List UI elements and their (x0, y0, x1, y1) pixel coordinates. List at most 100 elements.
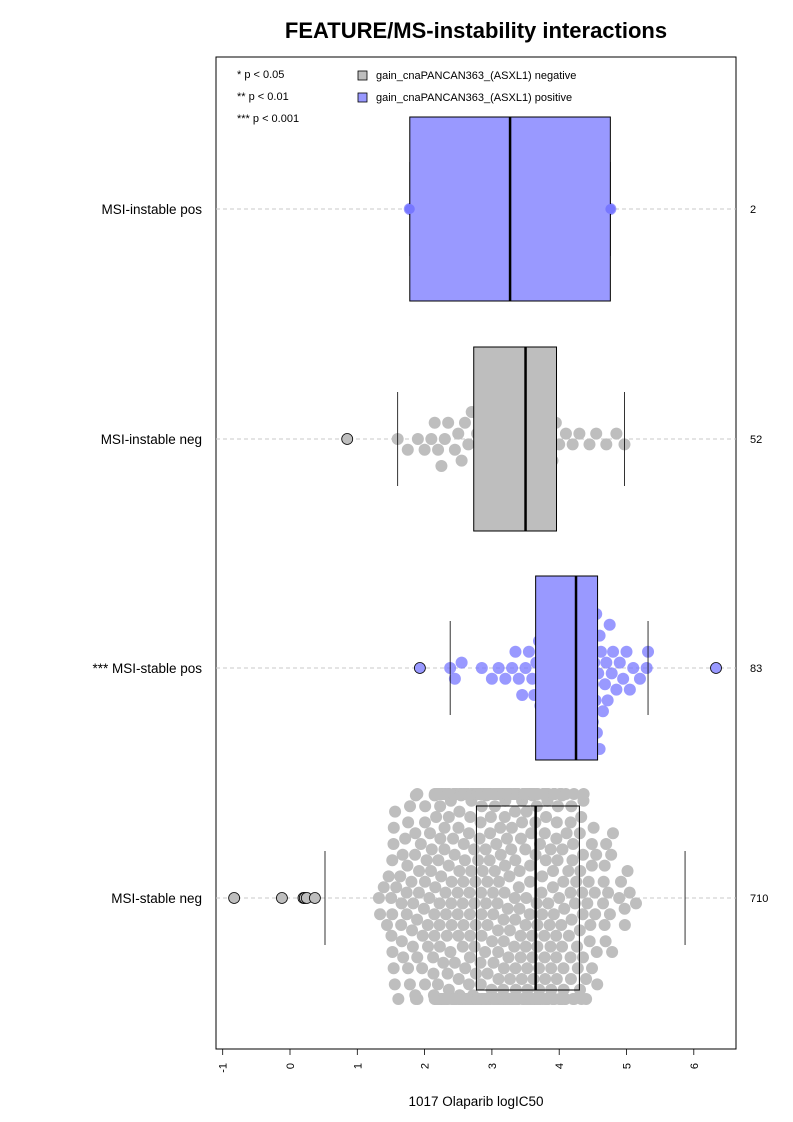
data-point-3-60 (425, 843, 438, 856)
data-point-3-87 (435, 870, 448, 883)
data-point-3-512 (571, 962, 584, 975)
data-point-3-1 (374, 908, 387, 921)
data-point-3-359 (514, 951, 527, 964)
data-point-3-282 (492, 875, 505, 888)
data-point-3-543 (598, 859, 611, 872)
data-point-3-57 (423, 892, 436, 904)
data-point-3-110 (444, 946, 457, 958)
data-point-3-226 (476, 865, 489, 877)
legend-swatch-negative (357, 70, 368, 81)
data-point-3-4 (382, 870, 395, 883)
data-point-3-379 (520, 892, 533, 904)
data-point-3-261 (487, 956, 500, 969)
data-point-3-532 (585, 838, 598, 850)
data-point-3-382 (520, 805, 533, 818)
data-point-1-10 (448, 443, 461, 456)
data-point-2-9 (512, 672, 525, 685)
data-point-3-520 (576, 908, 589, 921)
data-point-3-96 (438, 821, 451, 834)
data-point-3-15 (390, 881, 403, 894)
data-point-3-116 (447, 832, 460, 845)
data-point-3-258 (486, 935, 499, 948)
data-point-3-509 (568, 897, 581, 910)
data-point-3-219 (475, 929, 488, 942)
data-point-3-241 (481, 875, 494, 888)
data-point-3-356 (513, 902, 526, 915)
data-point-3-286 (494, 821, 507, 834)
data-point-3-393 (524, 859, 537, 872)
data-point-3-517 (575, 811, 588, 823)
data-point-3-489 (557, 962, 570, 975)
data-point-2-75 (620, 645, 633, 658)
data-point-3-280 (492, 973, 505, 985)
data-point-3-312 (500, 832, 513, 845)
data-point-3-7 (386, 908, 399, 921)
data-point-1-12 (455, 454, 468, 467)
data-point-3-301 (497, 962, 510, 975)
data-point-3-440 (539, 973, 552, 985)
data-point-3-175 (463, 951, 476, 964)
data-point-3-172 (462, 978, 475, 991)
data-point-3-17 (394, 870, 407, 883)
data-point-3-450 (542, 897, 555, 910)
data-point-3-53 (419, 800, 432, 813)
data-point-3-260 (487, 908, 500, 921)
data-point-2-76 (623, 683, 636, 696)
legend-swatch-positive (357, 92, 368, 103)
data-point-3-555 (621, 865, 634, 877)
data-point-2-67 (600, 656, 613, 669)
data-point-3-238 (480, 897, 493, 910)
outlier-point-2-0 (413, 662, 426, 674)
overlay-points (228, 117, 722, 990)
outlier-point-3-1 (276, 892, 288, 904)
data-point-3-95 (438, 843, 451, 856)
data-point-2-73 (613, 656, 626, 669)
data-point-3-333 (508, 940, 521, 953)
data-point-3-385 (521, 962, 534, 975)
data-point-3-376 (519, 843, 532, 856)
data-point-3-503 (565, 913, 578, 926)
data-point-2-66 (598, 678, 611, 691)
data-point-3-516 (574, 865, 587, 877)
data-point-3-529 (583, 935, 596, 948)
data-point-1-8 (438, 433, 451, 445)
data-point-3-171 (462, 827, 475, 840)
data-point-3-355 (512, 881, 525, 894)
data-point-3-323 (503, 924, 516, 937)
data-point-3-132 (452, 821, 465, 834)
data-point-3-341 (509, 913, 522, 926)
data-point-3-16 (392, 993, 405, 1005)
x-axis: -1 0 1 2 3 4 5 6 (218, 1048, 701, 1073)
data-point-3-531 (585, 859, 598, 872)
data-point-2-12 (522, 645, 535, 658)
data-point-3-50 (418, 875, 431, 888)
data-point-3-303 (498, 811, 511, 823)
data-point-3-325 (504, 973, 517, 985)
data-point-3-535 (588, 886, 601, 899)
group-count-2: 83 (750, 663, 762, 675)
data-point-2-68 (601, 694, 614, 707)
data-point-3-0 (372, 892, 385, 904)
data-point-3-133 (452, 973, 465, 985)
data-point-3-107 (442, 811, 455, 823)
data-point-3-557 (630, 897, 643, 910)
data-point-3-21 (396, 848, 409, 861)
data-point-3-31 (405, 875, 418, 888)
data-point-3-29 (403, 978, 416, 991)
group-labels: MSI-instable pos 2 MSI-instable neg 52 *** M… (92, 202, 768, 906)
data-point-3-530 (584, 919, 597, 931)
data-point-3-58 (423, 827, 436, 840)
data-point-3-123 (448, 956, 461, 969)
data-point-3-148 (456, 897, 469, 910)
data-point-1-9 (442, 416, 455, 429)
data-point-2-4 (485, 672, 498, 685)
group-count-1: 52 (750, 434, 762, 446)
data-point-3-524 (577, 788, 590, 800)
data-point-3-436 (538, 929, 551, 942)
data-point-3-242 (481, 919, 494, 931)
data-point-3-487 (556, 843, 569, 856)
data-point-3-471 (550, 832, 563, 845)
data-point-1-11 (452, 427, 465, 440)
data-point-3-548 (605, 848, 618, 861)
data-point-3-521 (576, 848, 589, 861)
